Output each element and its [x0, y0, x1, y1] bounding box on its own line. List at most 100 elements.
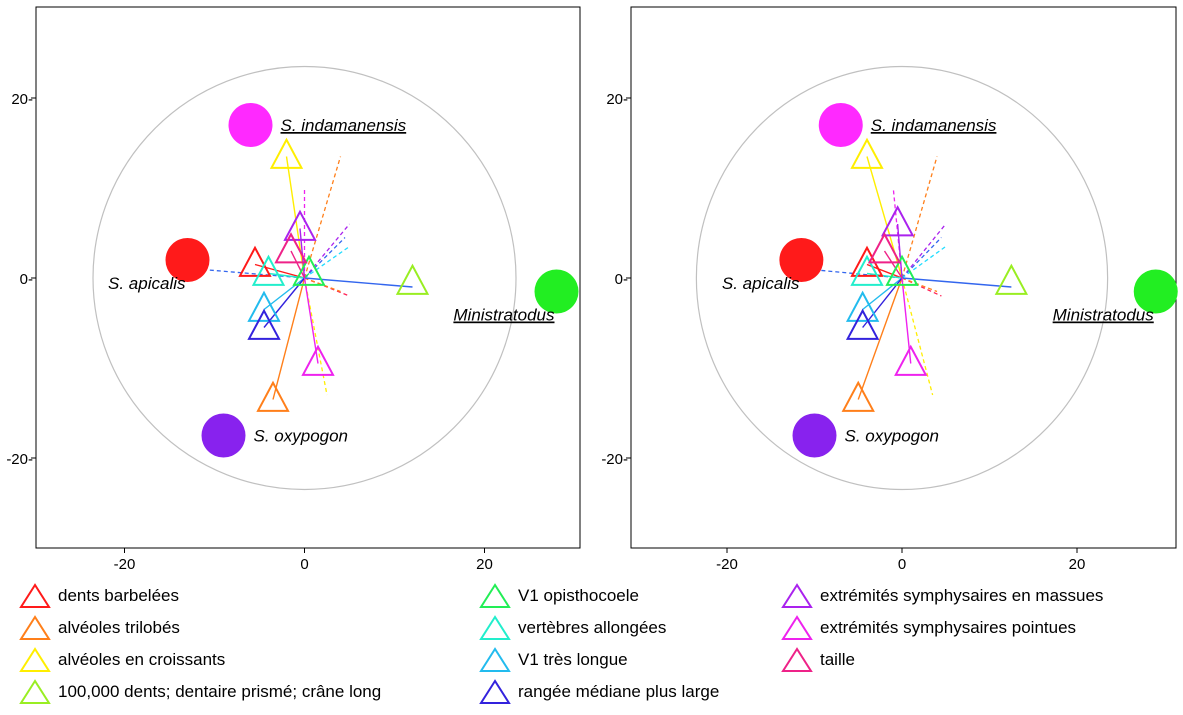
taxon-label: Ministratodus	[453, 306, 555, 325]
triangle-icon	[781, 615, 813, 640]
dashed-vector	[901, 223, 947, 279]
legend-triangle-marker	[479, 647, 511, 672]
legend-triangle-marker	[479, 679, 511, 704]
solid-vector	[304, 277, 413, 288]
legend-label: rangée médiane plus large	[518, 682, 720, 701]
solid-vector	[866, 272, 903, 279]
legend-item: V1 très longue	[478, 644, 719, 676]
legend-item: V1 opisthocoele	[478, 580, 719, 612]
x-tick-label: 20	[476, 556, 493, 573]
taxon-point	[818, 103, 863, 147]
character-triangle-marker	[845, 308, 880, 340]
legend-label: V1 très longue	[518, 650, 628, 669]
legend-item: vertèbres allongées	[478, 612, 719, 644]
legend-label: extrémités symphysaires pointues	[820, 618, 1077, 637]
legend-item: extrémités symphysaires pointues	[780, 612, 1103, 644]
legend-label: 100,000 dents; dentaire prismé; crâne lo…	[58, 682, 382, 701]
solid-vector	[866, 156, 903, 279]
legend-item: dents barbelées	[18, 580, 381, 612]
legend-label: alvéoles en croissants	[58, 650, 226, 669]
character-triangle-marker	[885, 254, 919, 286]
triangle-icon	[19, 647, 51, 672]
legend-triangle-marker	[19, 615, 51, 640]
character-triangle-marker	[395, 263, 430, 295]
legend-column-3: extrémités symphysaires en massues extrém…	[780, 580, 1103, 676]
y-tick-label: 0-	[615, 271, 628, 288]
triangle-icon	[479, 679, 511, 704]
character-triangle-marker	[256, 380, 290, 412]
ordination-plots: 20- 0- -20- -20 0 20 S. indamanensis S. apicali…	[6, 6, 1178, 573]
legend-triangle-marker	[781, 615, 813, 640]
dashed-vector	[901, 245, 947, 279]
taxon-point	[534, 269, 579, 314]
solid-vector	[883, 250, 903, 279]
dashed-vector	[304, 223, 350, 279]
dashed-vector	[901, 277, 934, 396]
y-tick-label: 0-	[20, 271, 33, 288]
taxon-point	[779, 238, 824, 282]
taxon-point	[228, 103, 273, 147]
legend-label: taille	[820, 650, 855, 669]
legend-triangle-marker	[19, 647, 51, 672]
character-triangle-marker	[880, 205, 915, 237]
taxon-label: S. indamanensis	[281, 116, 407, 135]
character-triangle-marker	[867, 232, 902, 264]
taxon-label: S. oxypogon	[845, 427, 940, 446]
legend: dents barbelées alvéoles trilobés alvéoles…	[0, 580, 1183, 715]
solid-vector	[290, 250, 306, 279]
character-triangle-marker	[841, 380, 875, 412]
legend-triangle-marker	[19, 583, 51, 608]
legend-column-1: dents barbelées alvéoles trilobés alvéoles…	[18, 580, 381, 708]
y-tick-label: -20-	[601, 451, 628, 468]
ordination-plot-2: 20- 0- -20- -20 0 20 S. indamanensis S. apicali…	[601, 6, 1178, 573]
taxon-label: S. apicalis	[108, 274, 186, 293]
triangle-icon	[781, 583, 813, 608]
legend-item: rangée médiane plus large	[478, 676, 719, 708]
character-triangle-marker	[274, 232, 308, 264]
dashed-vector	[901, 156, 938, 279]
taxon-label: S. oxypogon	[254, 427, 349, 446]
legend-label: extrémités symphysaires en massues	[820, 586, 1104, 605]
x-tick-label: 0	[300, 556, 308, 573]
taxon-label: S. apicalis	[722, 274, 800, 293]
taxon-point	[1133, 269, 1178, 314]
character-triangle-marker	[247, 308, 281, 340]
triangle-icon	[479, 583, 511, 608]
triangle-icon	[479, 647, 511, 672]
solid-vector	[901, 277, 1012, 288]
character-triangle-marker	[269, 137, 304, 169]
solid-vector	[272, 277, 306, 400]
character-triangle-marker	[845, 290, 880, 322]
triangle-icon	[19, 679, 51, 704]
solid-vector	[285, 156, 306, 279]
legend-item: 100,000 dents; dentaire prismé; crâne lo…	[18, 676, 381, 708]
legend-label: alvéoles trilobés	[58, 618, 180, 637]
taxon-label: Ministratodus	[1053, 306, 1155, 325]
taxon-point	[792, 413, 837, 458]
x-tick-label: 0	[898, 556, 906, 573]
solid-vector	[862, 277, 903, 328]
legend-triangle-marker	[781, 583, 813, 608]
character-triangle-marker	[251, 254, 286, 286]
correlation-circle	[695, 65, 1109, 491]
legend-triangle-marker	[479, 615, 511, 640]
triangle-icon	[19, 583, 51, 608]
character-triangle-marker	[301, 344, 335, 376]
x-tick-label: -20	[716, 556, 738, 573]
character-triangle-marker	[238, 245, 272, 277]
x-tick-label: -20	[114, 556, 136, 573]
legend-column-2: V1 opisthocoele vertèbres allongées V1 trè…	[478, 580, 719, 708]
legend-triangle-marker	[479, 583, 511, 608]
ordination-plot-1: 20- 0- -20- -20 0 20 S. indamanensis S. apicali…	[6, 6, 581, 573]
legend-label: dents barbelées	[58, 586, 179, 605]
character-triangle-marker	[850, 137, 884, 169]
legend-item: alvéoles en croissants	[18, 644, 381, 676]
dashed-vector	[901, 277, 938, 293]
y-tick-label: 20-	[606, 91, 628, 108]
solid-vector	[304, 273, 310, 279]
x-tick-label: 20	[1069, 556, 1086, 573]
y-tick-label: 20-	[11, 91, 33, 108]
character-triangle-marker	[247, 290, 281, 322]
character-triangle-marker	[283, 209, 317, 241]
dashed-vector	[304, 237, 346, 279]
